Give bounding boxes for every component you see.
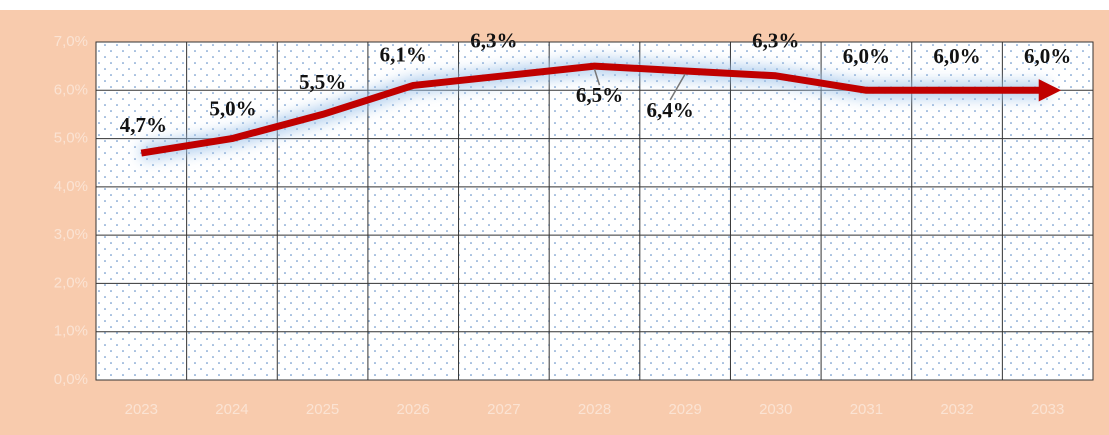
plot-pattern [96, 42, 1093, 380]
x-tick-label: 2025 [306, 401, 339, 418]
y-tick-label: 1,0% [54, 323, 88, 340]
y-tick-label: 7,0% [54, 33, 88, 50]
y-tick-label: 4,0% [54, 178, 88, 195]
x-tick-label: 2027 [487, 401, 520, 418]
data-label: 6,0% [933, 44, 980, 68]
data-label: 6,0% [843, 44, 890, 68]
data-label: 4,7% [120, 113, 167, 137]
data-label: 6,3% [470, 29, 517, 53]
x-tick-label: 2032 [940, 401, 973, 418]
leader-line [593, 68, 601, 86]
data-label: 5,5% [299, 70, 346, 94]
x-tick-label: 2024 [215, 401, 248, 418]
y-tick-label: 2,0% [54, 274, 88, 291]
data-label: 6,3% [752, 29, 799, 53]
x-tick-label: 2030 [759, 401, 792, 418]
data-label: 6,1% [380, 42, 427, 66]
x-tick-label: 2031 [850, 401, 883, 418]
y-tick-label: 6,0% [54, 81, 88, 98]
data-label: 6,0% [1024, 44, 1071, 68]
y-tick-label: 5,0% [54, 130, 88, 147]
y-tick-label: 0,0% [54, 371, 88, 388]
data-label: 6,5% [576, 83, 623, 107]
x-tick-label: 2033 [1031, 401, 1064, 418]
x-tick-label: 2026 [397, 401, 430, 418]
x-tick-label: 2029 [668, 401, 701, 418]
x-tick-label: 2028 [578, 401, 611, 418]
x-tick-label: 2023 [125, 401, 158, 418]
plot-border [95, 41, 1094, 381]
line [140, 62, 1062, 157]
leader-line [669, 73, 686, 101]
data-label: 6,4% [647, 98, 694, 122]
y-tick-label: 3,0% [54, 226, 88, 243]
data-label: 5,0% [209, 96, 256, 120]
